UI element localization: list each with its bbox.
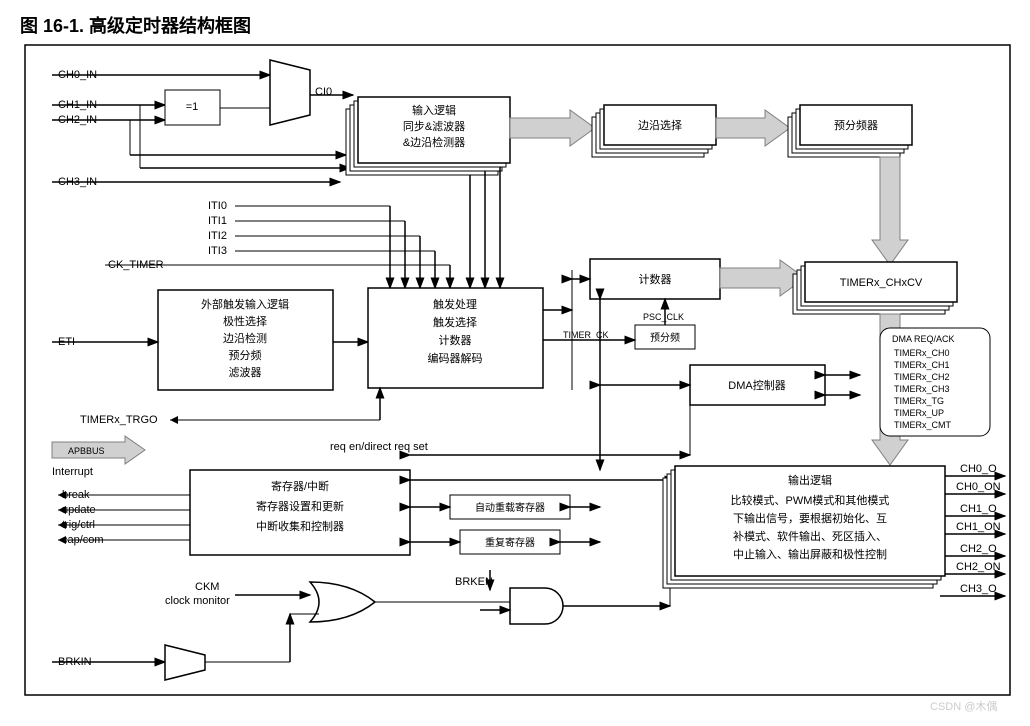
counter-label: 计数器 bbox=[639, 273, 672, 286]
label-trgo: TIMERx_TRGO bbox=[80, 414, 158, 426]
input-logic-l1: 输入逻辑 bbox=[412, 103, 456, 117]
label-ch0on: CH0_ON bbox=[956, 481, 1001, 493]
auto-reload-label: 自动重载寄存器 bbox=[475, 501, 545, 514]
dma-item-3: TIMERx_CH3 bbox=[894, 384, 950, 394]
dma-item-4: TIMERx_TG bbox=[894, 396, 944, 406]
xor-label: =1 bbox=[186, 101, 199, 113]
ext-trig-l3: 边沿检测 bbox=[223, 331, 267, 345]
dma-item-5: TIMERx_UP bbox=[894, 408, 944, 418]
ext-trig-l4: 预分频 bbox=[229, 348, 262, 362]
psc-clk-label: PSC_CLK bbox=[643, 312, 684, 322]
req-label: req en/direct req set bbox=[330, 441, 428, 453]
chxcv-label: TIMERx_CHxCV bbox=[840, 277, 923, 289]
trig-l3: 计数器 bbox=[439, 334, 472, 347]
input-logic-l3: &边沿检测器 bbox=[403, 135, 465, 149]
reg-int-l1: 寄存器/中断 bbox=[271, 479, 329, 493]
diagram-root: 图 16-1. 高级定时器结构框图 CH0_IN CH1_IN CH2_IN C… bbox=[10, 10, 1030, 716]
label-ch1on: CH1_ON bbox=[956, 521, 1001, 533]
output-logic-title: 输出逻辑 bbox=[788, 473, 832, 487]
label-ch0o: CH0_O bbox=[960, 463, 997, 475]
ext-trig-l5: 滤波器 bbox=[229, 366, 262, 379]
label-iti0: ITI0 bbox=[208, 200, 227, 212]
output-logic-l4: 中止输入、输出屏蔽和极性控制 bbox=[733, 547, 887, 561]
output-logic-l3: 补模式、软件输出、死区插入、 bbox=[733, 529, 887, 543]
trig-l1: 触发处理 bbox=[433, 297, 477, 311]
input-mux bbox=[270, 60, 310, 125]
dma-item-6: TIMERx_CMT bbox=[894, 420, 951, 430]
psc-small-label: 预分频 bbox=[650, 331, 680, 344]
label-ch3o: CH3_O bbox=[960, 583, 997, 595]
label-ch2o: CH2_O bbox=[960, 543, 997, 555]
ext-trig-l1: 外部触发输入逻辑 bbox=[201, 297, 289, 311]
and-gate bbox=[510, 588, 563, 624]
label-iti1: ITI1 bbox=[208, 215, 227, 227]
timer-ck-label: TIMER_CK bbox=[563, 330, 609, 340]
reg-int-l3: 中断收集和控制器 bbox=[256, 519, 344, 533]
label-iti3: ITI3 bbox=[208, 245, 227, 257]
label-iti2: ITI2 bbox=[208, 230, 227, 242]
brken-label: BRKEN bbox=[455, 576, 493, 588]
figure-title: 图 16-1. 高级定时器结构框图 bbox=[20, 15, 251, 36]
repeat-reg-label: 重复寄存器 bbox=[485, 536, 535, 549]
prescaler-top-label: 预分频器 bbox=[834, 118, 878, 132]
output-logic-l1: 比较模式、PWM模式和其他模式 bbox=[731, 493, 890, 507]
ckm-label: CKM bbox=[195, 581, 219, 593]
input-logic-l2: 同步&滤波器 bbox=[403, 120, 465, 133]
dma-item-0: TIMERx_CH0 bbox=[894, 348, 950, 358]
clockmon-label: clock monitor bbox=[165, 595, 230, 607]
interrupt-label: Interrupt bbox=[52, 466, 93, 478]
watermark: CSDN @木偶 bbox=[930, 700, 997, 713]
ext-trig-l2: 极性选择 bbox=[223, 314, 267, 328]
dma-item-2: TIMERx_CH2 bbox=[894, 372, 950, 382]
trig-l2: 触发选择 bbox=[433, 315, 477, 329]
label-ci0: CI0 bbox=[315, 86, 332, 98]
edge-select-label: 边沿选择 bbox=[638, 118, 682, 132]
label-ch2on: CH2_ON bbox=[956, 561, 1001, 573]
dma-item-1: TIMERx_CH1 bbox=[894, 360, 950, 370]
output-logic-l2: 下输出信号，要根据初始化、互 bbox=[733, 511, 887, 525]
apbbus-label: APBBUS bbox=[68, 446, 105, 456]
dma-list-title: DMA REQ/ACK bbox=[892, 334, 955, 344]
label-ch1o: CH1_O bbox=[960, 503, 997, 515]
dma-ctrl-label: DMA控制器 bbox=[728, 378, 785, 392]
trig-l4: 编码器解码 bbox=[428, 351, 483, 365]
reg-int-l2: 寄存器设置和更新 bbox=[256, 499, 344, 513]
